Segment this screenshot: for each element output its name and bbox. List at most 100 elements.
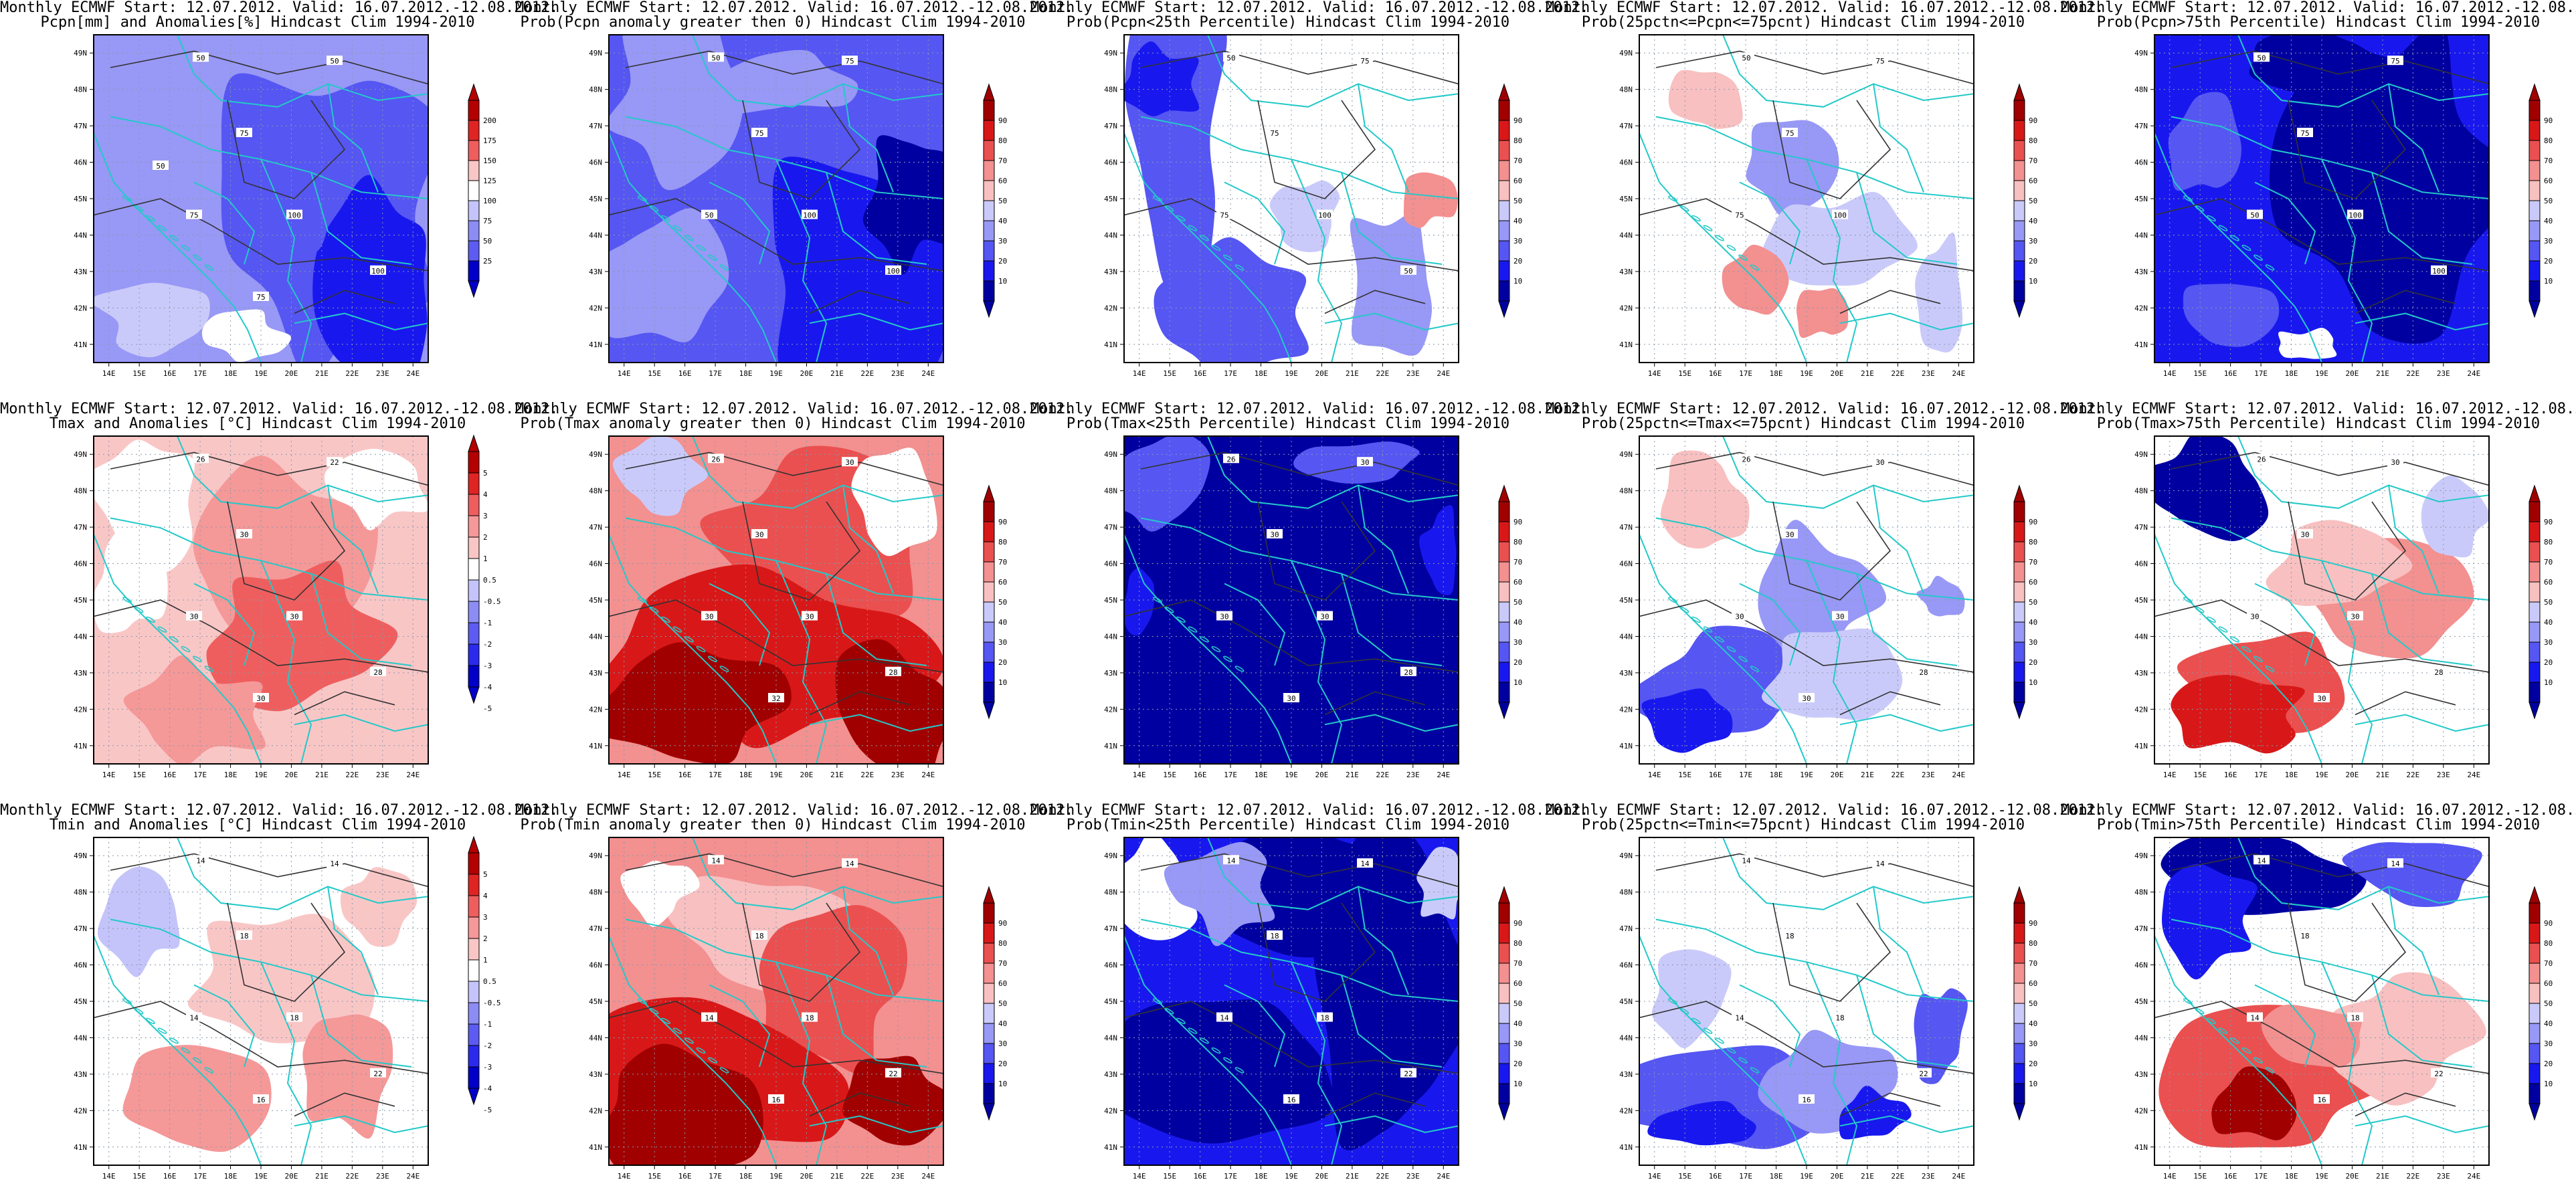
x-tick-label: 15E [2193, 1172, 2207, 1181]
panel-title-line2: Prob(Pcpn<25th Percentile) Hindcast Clim… [1066, 14, 1510, 31]
contour-label: 18 [2351, 1014, 2359, 1023]
contour-label-bg [370, 1068, 386, 1078]
colorbar-segment [2528, 963, 2541, 984]
contour-line [94, 198, 428, 272]
colorbar-top-arrow [983, 83, 995, 101]
y-tick-label: 48N [1104, 86, 1117, 94]
x-tick-label: 24E [921, 771, 935, 779]
panel-title-line1: Monthly ECMWF Start: 12.07.2012. Valid: … [515, 401, 1074, 417]
x-tick-label: 18E [224, 1172, 238, 1181]
colorbar-label: 70 [2544, 157, 2553, 165]
contour-label: 32 [771, 694, 780, 703]
coastline [1124, 935, 1292, 1165]
y-tick-label: 44N [589, 632, 602, 641]
country-border [809, 714, 943, 732]
contour-label-bg [1738, 454, 1754, 464]
x-tick-label: 21E [830, 1172, 844, 1181]
x-tick-label: 19E [2315, 1172, 2328, 1181]
map-shaded-region [1403, 172, 1458, 228]
contour-line [227, 100, 346, 199]
contour-line [625, 452, 943, 486]
y-tick-label: 44N [1104, 632, 1117, 641]
contour-line [2154, 198, 2489, 272]
island-outline [1211, 1047, 1221, 1054]
contour-label: 18 [755, 932, 763, 940]
island-outline [1679, 1008, 1689, 1015]
island-outline [169, 235, 179, 241]
island-outline [638, 195, 647, 202]
contour-line [110, 853, 428, 888]
y-tick-label: 48N [74, 86, 87, 94]
colorbar-label: -0.5 [483, 597, 501, 606]
contour-label: 28 [1919, 668, 1928, 677]
contour-label-bg [236, 930, 252, 940]
colorbar-segment [2528, 501, 2541, 522]
forecast-map: 26 30 30 30 30 28 30 14E 15E 16E 17E 18E 19E 20E 21E 22… [2134, 435, 2553, 779]
colorbar-segment [2013, 601, 2025, 623]
colorbar-label: 125 [483, 177, 496, 185]
map-shaded-region [1668, 70, 1743, 129]
colorbar-label: 20 [998, 257, 1007, 266]
map-shaded-region [1660, 450, 1750, 549]
contour-label-bg [193, 52, 209, 62]
x-tick-label: 23E [1406, 1172, 1420, 1181]
colorbar-segment [1498, 601, 1510, 623]
colorbar-segment [2528, 1083, 2541, 1104]
colorbar-segment [468, 1002, 480, 1025]
country-border [327, 886, 379, 995]
island-outline [1164, 607, 1174, 613]
colorbar-label: 20 [2029, 1060, 2037, 1068]
colorbar-label: -2 [483, 640, 492, 649]
contour-label-bg [236, 529, 252, 538]
colorbar-segment [983, 963, 995, 984]
x-tick-label: 16E [2224, 1172, 2237, 1181]
x-tick-label: 21E [1346, 1172, 1359, 1181]
colorbar-label: 90 [1513, 919, 1522, 928]
contour-label-bg [1216, 611, 1232, 621]
country-border [1324, 312, 1459, 331]
country-border [2388, 886, 2440, 995]
x-tick-label: 22E [1376, 1172, 1389, 1181]
contour-label: 30 [845, 458, 854, 467]
country-border [2371, 573, 2473, 666]
contour-label-bg [842, 858, 858, 868]
contour-label: 16 [1287, 1096, 1295, 1104]
contour-line [227, 902, 346, 1002]
island-outline [2183, 597, 2193, 603]
x-tick-label: 17E [1224, 1172, 1237, 1181]
map-fill: 26 30 30 30 30 28 32 [609, 436, 943, 764]
country-border [177, 837, 428, 910]
y-tick-label: 41N [1619, 1143, 1633, 1152]
colorbar-label: 20 [998, 1060, 1007, 1068]
colorbar-segment [468, 515, 480, 538]
island-outline [1188, 225, 1198, 231]
y-tick-label: 49N [1619, 49, 1633, 58]
colorbar-segment [1498, 220, 1510, 241]
island-outline [2218, 225, 2228, 231]
y-tick-label: 49N [589, 851, 602, 860]
contour-label: 14 [2391, 860, 2400, 868]
colorbar-segment [2013, 902, 2025, 924]
contour-label: 16 [2317, 1096, 2326, 1104]
colorbar-segment [1498, 922, 1510, 944]
map-fill: 26 30 30 30 30 28 30 [1639, 436, 1974, 764]
x-tick-label: 19E [769, 771, 783, 779]
contour-label-bg [186, 611, 202, 621]
contour-label-bg [1357, 457, 1373, 467]
x-tick-label: 24E [1437, 1172, 1450, 1181]
island-outline [204, 666, 214, 672]
y-tick-label: 46N [2134, 159, 2148, 167]
x-tick-label: 16E [1194, 369, 1207, 378]
contour-label-bg [2347, 611, 2363, 621]
island-outline [181, 1047, 191, 1054]
colorbar-segment [2013, 1043, 2025, 1064]
colorbar-segment [1498, 621, 1510, 643]
contour-label-bg [2314, 1094, 2330, 1104]
colorbar-segment [2528, 581, 2541, 603]
island-outline [1234, 264, 1245, 271]
colorbar-segment [468, 1045, 480, 1068]
contour-line [1655, 50, 1974, 85]
colorbar-label: 20 [998, 658, 1007, 667]
